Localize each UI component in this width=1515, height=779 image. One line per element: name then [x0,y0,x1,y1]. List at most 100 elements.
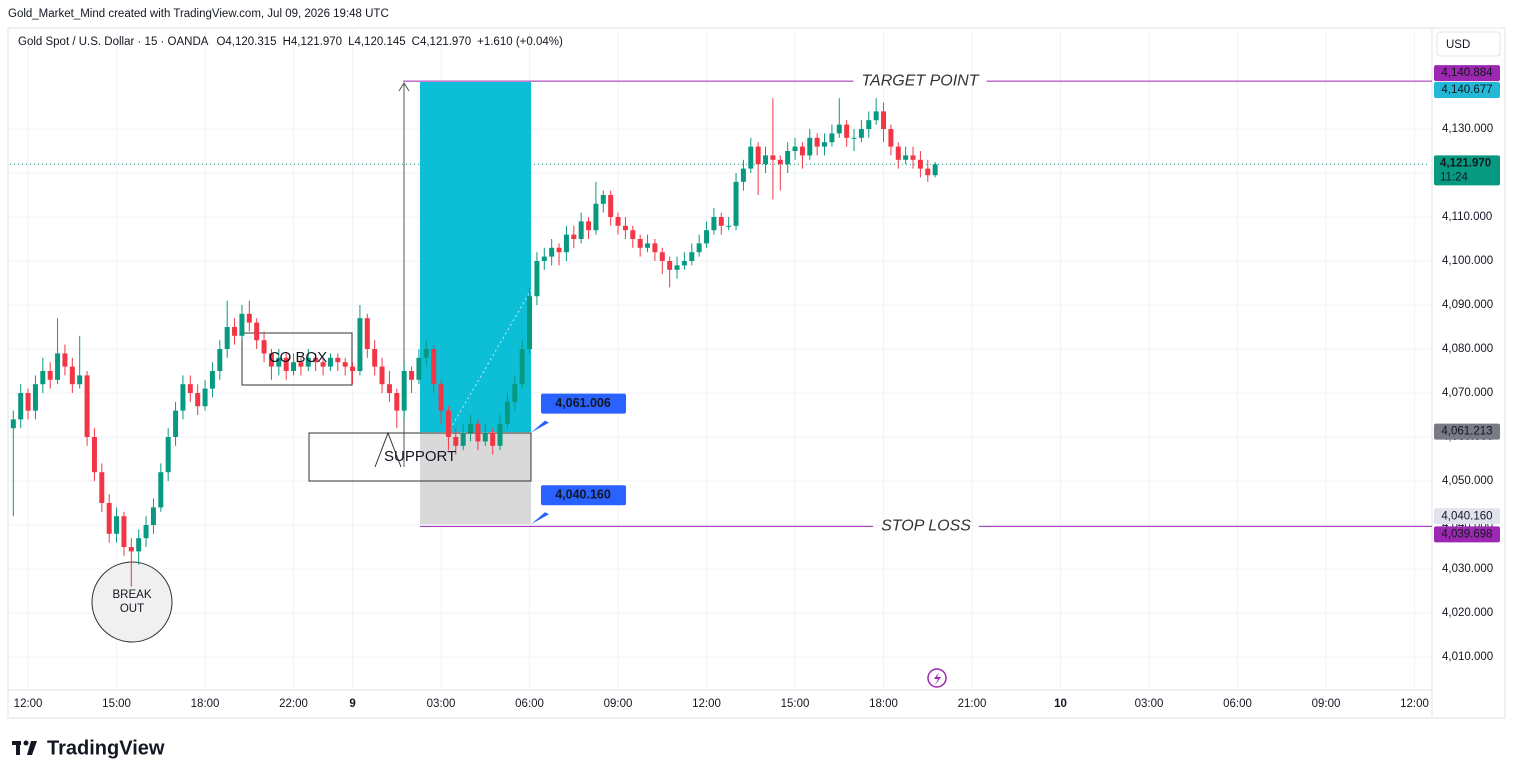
price-axis-label-text: 4,040.160 [1441,510,1492,522]
price-callout-pointer [531,420,549,433]
price-axis-label [1434,82,1500,99]
loss-zone [420,432,531,525]
candle-body [482,432,488,442]
x-tick-label: 21:00 [958,698,987,710]
candle-body [239,313,245,336]
candle-body [556,247,562,253]
candle-body [69,366,75,385]
y-tick-label: 4,050.000 [1442,475,1493,487]
candle-body [62,353,68,367]
candle-body [431,349,437,385]
candle-body [114,516,120,534]
overlays: 4,061.006 4,040.160 TARGET POINT STOP LOSS C… [113,72,980,615]
candle-body [792,146,798,151]
candle-body [696,243,702,253]
candle-body [873,111,879,121]
price-callout [541,393,626,414]
candle-body [541,256,547,261]
candle-body [785,151,791,165]
grid [10,30,1430,690]
candle-body [630,230,636,239]
support-box [308,432,532,482]
candle-body [254,322,260,341]
price-callout-label: 4,061.006 [555,396,611,410]
candle-body [99,472,105,503]
candle-body [268,353,274,367]
candle-body [888,129,894,147]
candle-body [740,168,746,182]
currency-button[interactable] [1436,31,1501,57]
candle-body [372,349,378,367]
candle-body [25,393,31,411]
candle-body [416,357,422,380]
candle-body [150,507,156,525]
candle-body [379,366,385,385]
co-box [241,332,353,386]
candle-body [283,357,289,371]
candle-body [187,384,193,393]
candle-body [158,472,164,508]
price-axis-label [1434,423,1500,440]
candle-body [917,159,923,169]
candle-body [84,375,90,437]
candle-body [600,195,606,204]
y-tick-label: 4,020.000 [1442,607,1493,619]
currency[interactable]: USD [1446,39,1470,51]
candle-body [622,225,628,231]
y-tick-label: 4,080.000 [1442,343,1493,355]
current-price-label [1434,155,1500,186]
candle-body [593,203,599,231]
candle-body [674,265,680,270]
candle-body [652,243,658,253]
candle-body [350,366,356,371]
candle-body [563,234,569,253]
support-label: SUPPORT [384,448,456,465]
candle-body [519,349,525,385]
price-axis-label-text: 4,140.677 [1441,84,1492,96]
candle-body [209,371,215,389]
candle-body [468,423,474,433]
candle-body [763,155,769,165]
candle-body [615,217,621,226]
event-icon[interactable] [927,668,947,688]
candle-body [755,146,761,165]
level-label: TARGET POINT [861,72,979,89]
candle-body [180,384,186,411]
x-tick-label: 09:00 [1312,698,1341,710]
candle-body [10,419,16,429]
price-axis-label-text: 4,061.213 [1441,426,1492,438]
event-bolt [934,672,941,685]
y-tick-label: 4,010.000 [1442,651,1493,663]
co-box-label: CO BOX [269,349,327,366]
candle-body [814,137,820,147]
x-tick-label: 22:00 [279,698,308,710]
candle-body [534,261,540,297]
x-tick-label: 18:00 [869,698,898,710]
price-callout [541,485,626,506]
tv-logo [12,740,37,755]
candle-body [718,217,724,226]
candle-body [851,137,857,139]
trend-line [444,289,532,439]
candle-body [645,243,651,248]
candle-body [903,155,909,160]
candle-body [335,357,341,363]
break-out-circle [91,561,173,643]
candle-body [881,111,887,129]
candle-body [549,247,555,257]
candle-body [497,423,503,446]
candle-body [586,221,592,231]
candle-body [409,371,415,380]
candle-body [748,146,754,169]
x-tick-label: 12:00 [1400,698,1429,710]
candles [10,98,938,587]
price-axis-label-text: 4,039.698 [1441,528,1492,540]
candle-body [571,234,577,239]
candle-body [910,155,916,160]
y-tick-label: 4,070.000 [1442,387,1493,399]
candle-body [246,313,252,323]
legend-key: O [216,36,225,48]
legend-value: 4,120.145 [354,36,405,48]
candle-body [261,340,267,354]
